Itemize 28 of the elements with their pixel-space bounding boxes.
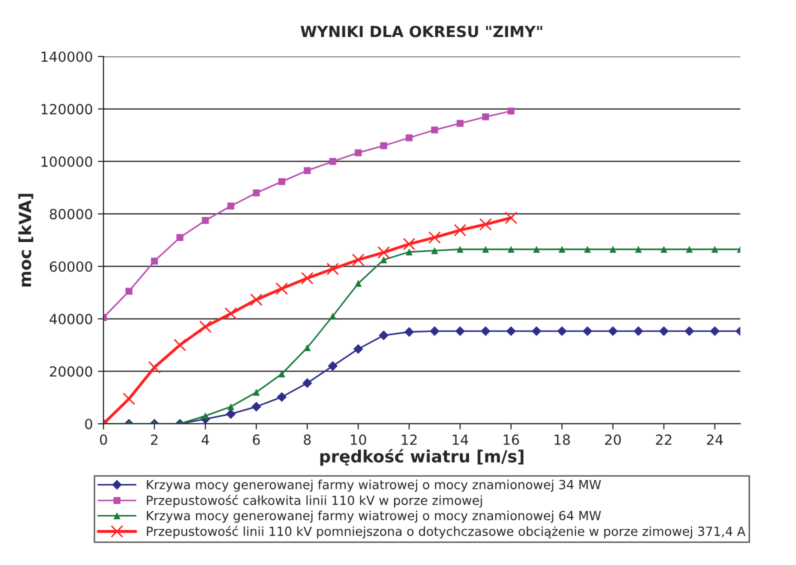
y-tick-label: 80000 xyxy=(50,208,92,220)
x-tick-label: 2 xyxy=(151,434,158,445)
y-tick-label: 60000 xyxy=(50,261,92,272)
y-tick-label: 140000 xyxy=(42,51,92,62)
x-tick-label: 22 xyxy=(656,434,672,445)
x-tick-label: 6 xyxy=(252,434,260,445)
legend-label: Krzywa mocy generowanej farmy wiatrowej o mocy znamionowej 34 MW xyxy=(146,480,601,492)
x-tick-label: 24 xyxy=(706,434,723,445)
y-tick-label: 0 xyxy=(85,418,92,430)
y-axis-title: moc [kVA] xyxy=(18,194,34,286)
legend-label: Przepustowość całkowita linii 110 kV w porze zimowej xyxy=(146,494,482,508)
x-tick-label: 10 xyxy=(350,434,366,445)
x-tick-label: 8 xyxy=(304,434,311,445)
y-tick-label: 100000 xyxy=(42,156,92,167)
x-tick-label: 20 xyxy=(605,434,621,445)
legend-label: Przepustowość linii 110 kV pomniejszona o dotychczasowe obciążenie w porze zimowej 371,4 A xyxy=(146,526,746,538)
x-tick-label: 16 xyxy=(504,434,519,445)
x-tick-label: 14 xyxy=(452,434,468,445)
y-tick-label: 20000 xyxy=(50,366,92,377)
x-axis-title: prędkość wiatru [m/s] xyxy=(320,448,524,466)
chart-title: WYNIKI DLA OKRESU "ZIMY" xyxy=(300,26,542,38)
y-tick-label: 120000 xyxy=(42,104,92,114)
x-tick-label: 4 xyxy=(202,434,210,445)
x-tick-label: 0 xyxy=(100,434,107,445)
x-tick-label: 18 xyxy=(554,434,570,445)
y-tick-label: 40000 xyxy=(50,314,92,324)
legend-label: Krzywa mocy generowanej farmy wiatrowej o mocy znamionowej 64 MW xyxy=(146,510,601,523)
x-tick-label: 12 xyxy=(402,434,417,445)
